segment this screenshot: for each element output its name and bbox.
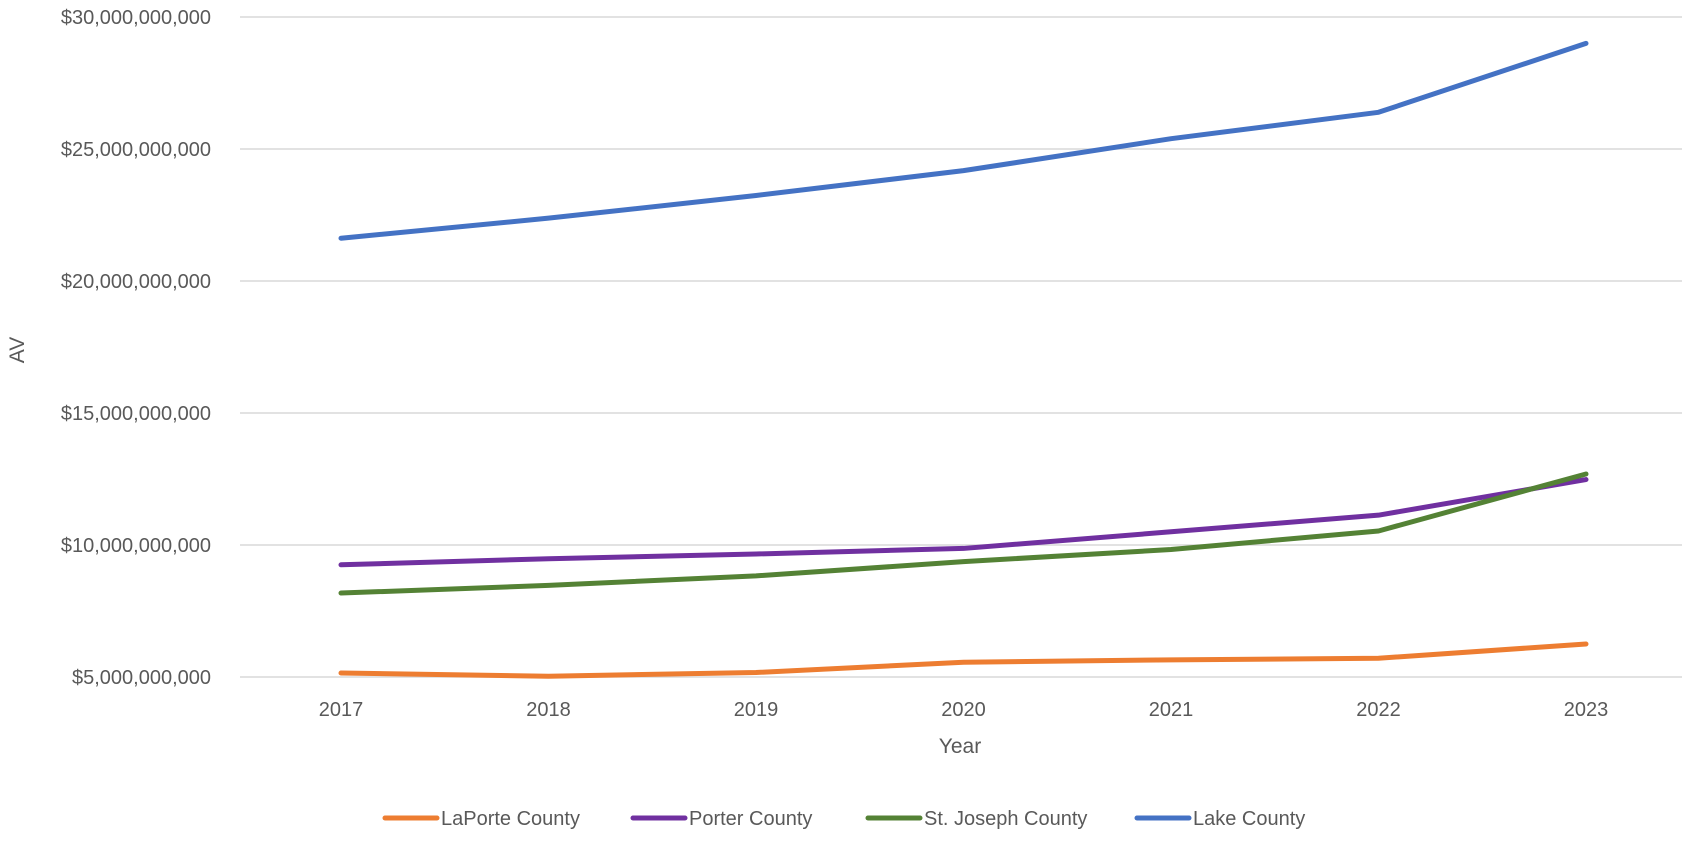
x-tick-label: 2022	[1356, 699, 1401, 721]
series-line	[338, 471, 1589, 596]
legend-entry: Porter County	[689, 808, 812, 830]
series-line	[338, 641, 1589, 679]
y-tick-label: $20,000,000,000	[61, 271, 211, 293]
x-tick-label: 2021	[1149, 699, 1194, 721]
x-tick-label: 2020	[941, 699, 986, 721]
series-line	[338, 40, 1589, 241]
series-lines	[338, 40, 1589, 679]
legend-entry: Lake County	[1193, 808, 1305, 830]
legend-entry: St. Joseph County	[924, 808, 1087, 830]
y-tick-label: $15,000,000,000	[61, 403, 211, 425]
y-tick-label: $25,000,000,000	[61, 139, 211, 161]
y-tick-label: $10,000,000,000	[61, 535, 211, 557]
x-tick-label: 2017	[319, 699, 364, 721]
y-axis-label: AV	[6, 337, 29, 363]
x-tick-label: 2023	[1564, 699, 1609, 721]
x-axis-label: Year	[939, 735, 981, 758]
legend-entry: LaPorte County	[441, 808, 580, 830]
legend: LaPorte County Porter County St. Joseph Co…	[382, 808, 1305, 830]
y-tick-label: $5,000,000,000	[72, 667, 211, 689]
gridlines	[240, 16, 1682, 678]
y-axis-ticks: $5,000,000,000 $10,000,000,000 $15,000,000…	[61, 7, 211, 689]
x-tick-label: 2019	[734, 699, 779, 721]
series-line	[338, 477, 1589, 568]
y-tick-label: $30,000,000,000	[61, 7, 211, 29]
x-tick-label: 2018	[526, 699, 571, 721]
x-axis-ticks: 2017 2018 2019 2020 2021 2022 2023	[319, 699, 1609, 721]
